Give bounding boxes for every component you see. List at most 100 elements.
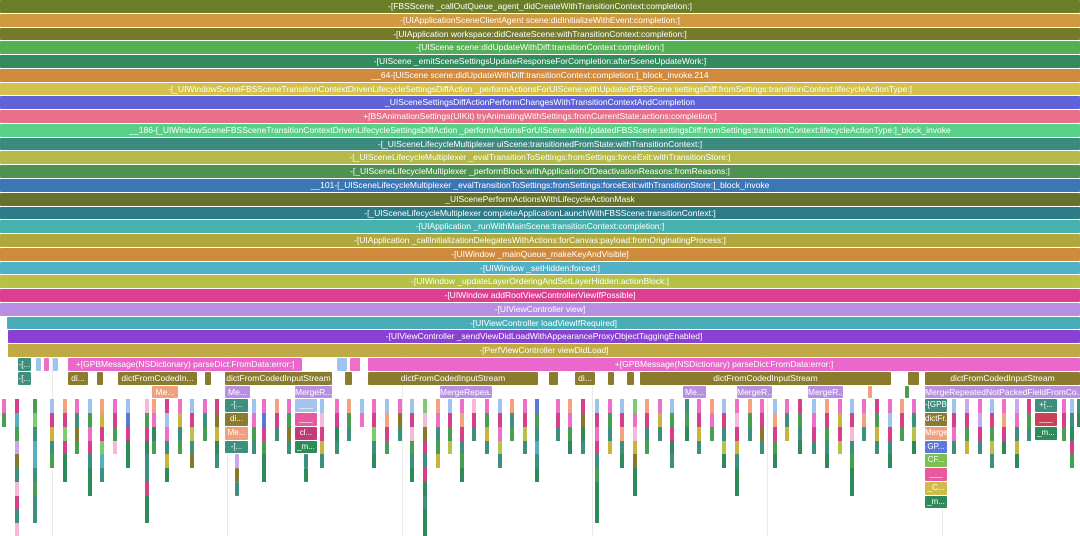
flame-frame[interactable]: ___ <box>1035 413 1057 426</box>
flame-frame[interactable] <box>234 468 239 482</box>
flame-frame[interactable] <box>670 399 674 469</box>
flame-frame[interactable] <box>304 454 308 469</box>
flame-frame[interactable] <box>685 399 689 441</box>
flame-frame[interactable] <box>152 399 156 455</box>
flame-frame[interactable]: cl... <box>295 426 317 440</box>
flame-frame[interactable] <box>472 399 476 441</box>
flame-frame[interactable] <box>234 481 239 496</box>
flame-frame[interactable] <box>423 399 427 536</box>
flame-frame[interactable] <box>1027 399 1031 441</box>
flame-frame[interactable] <box>595 399 599 524</box>
flame-frame[interactable]: -[... <box>225 399 248 413</box>
flame-frame[interactable]: ___ <box>925 468 947 481</box>
flame-frame[interactable] <box>735 399 739 496</box>
flame-frame[interactable] <box>113 399 117 455</box>
flame-frame[interactable] <box>658 399 662 441</box>
flame-frame[interactable] <box>722 399 726 469</box>
flame-frame[interactable]: -[UIApplication workspace:didCreateScene… <box>0 27 1080 41</box>
flame-frame[interactable] <box>568 399 572 455</box>
flame-frame[interactable] <box>203 399 207 441</box>
flame-frame[interactable]: -[PerfViewController viewDidLoad] <box>8 344 1080 358</box>
flame-frame[interactable] <box>320 399 324 469</box>
flame-frame[interactable] <box>75 399 79 455</box>
flame-frame[interactable]: -[FBSScene _callOutQueue_agent_didCreate… <box>0 0 1080 13</box>
flame-frame[interactable] <box>785 399 789 441</box>
flame-frame[interactable] <box>748 399 752 441</box>
flame-frame[interactable] <box>888 399 892 469</box>
flame-frame[interactable] <box>15 399 19 536</box>
flame-frame[interactable]: __64-[UIScene scene:didUpdateWithDiff:tr… <box>0 68 1080 82</box>
flame-frame[interactable] <box>372 399 376 469</box>
flame-frame[interactable]: ___ <box>295 399 317 413</box>
flame-frame[interactable]: -[UIScene scene:didUpdateWithDiff:transi… <box>0 41 1080 55</box>
flame-frame[interactable] <box>556 399 560 441</box>
flame-frame[interactable] <box>145 399 149 524</box>
flame-frame[interactable]: _m... <box>295 440 317 454</box>
flame-frame[interactable]: _UISceneSettingsDiffActionPerformChanges… <box>0 96 1080 110</box>
flame-frame[interactable] <box>697 399 701 455</box>
flame-frame[interactable] <box>825 399 829 469</box>
flame-frame[interactable]: CF... <box>925 454 947 468</box>
flame-frame[interactable]: dictFr... <box>925 413 947 426</box>
flame-frame[interactable] <box>978 399 982 455</box>
flame-frame[interactable]: _C... <box>925 481 947 495</box>
flame-frame[interactable] <box>633 399 637 496</box>
flame-frame[interactable]: -[UIApplication _runWithMainScene:transi… <box>0 220 1080 234</box>
flame-frame[interactable]: +[BSAnimationSettings(UIKit) tryAnimatin… <box>0 110 1080 123</box>
flame-frame[interactable]: -[_UIWindowSceneFBSSceneTransitionContex… <box>0 82 1080 96</box>
flame-frame[interactable] <box>710 399 714 441</box>
flame-frame[interactable] <box>1070 399 1074 469</box>
flame-frame[interactable] <box>1015 399 1019 469</box>
flame-frame[interactable] <box>275 399 279 441</box>
flame-frame[interactable]: -[_UISceneLifecycleMultiplexer completeA… <box>0 206 1080 220</box>
flame-frame[interactable] <box>360 399 364 427</box>
flame-frame[interactable] <box>234 454 239 469</box>
flame-frame[interactable] <box>262 399 266 482</box>
flame-frame[interactable]: -[UIViewController view] <box>0 302 1080 316</box>
flame-frame[interactable] <box>510 399 514 441</box>
flame-frame[interactable]: -[_UISceneLifecycleMultiplexer uiScene:t… <box>0 137 1080 151</box>
flame-frame[interactable] <box>460 399 464 482</box>
flame-frame[interactable]: +[... <box>1035 399 1057 413</box>
flame-frame[interactable]: MergeS... <box>925 426 947 440</box>
flame-frame[interactable] <box>50 399 54 469</box>
flame-frame[interactable]: -[GPBC... <box>925 399 947 413</box>
flame-frame[interactable] <box>304 468 308 482</box>
flame-frame[interactable] <box>398 399 402 441</box>
flame-frame[interactable] <box>581 399 585 455</box>
flame-frame[interactable] <box>448 399 452 455</box>
flame-frame[interactable]: -[UIApplicationSceneClientAgent scene:di… <box>0 13 1080 27</box>
flame-frame[interactable]: _m... <box>1035 426 1057 440</box>
flame-frame[interactable] <box>2 399 6 427</box>
flame-frame[interactable]: -[UIViewController loadViewIfRequired] <box>7 316 1080 330</box>
flame-frame[interactable] <box>990 399 994 469</box>
flame-frame[interactable] <box>33 399 37 524</box>
flame-frame[interactable]: -[UIWindow _updateLayerOrderingAndSetLay… <box>0 275 1080 289</box>
flame-frame[interactable] <box>912 399 916 455</box>
flame-frame[interactable] <box>608 399 612 455</box>
flame-frame[interactable]: -[UIViewController _sendViewDidLoadWithA… <box>8 330 1080 344</box>
flame-frame[interactable] <box>965 399 969 455</box>
flame-frame[interactable] <box>410 399 414 482</box>
flame-frame[interactable] <box>1062 399 1066 441</box>
flame-frame[interactable] <box>838 399 842 455</box>
flame-frame[interactable]: GP... <box>925 440 947 454</box>
flame-frame[interactable]: di... <box>225 413 248 426</box>
flame-frame[interactable] <box>100 399 104 482</box>
flame-frame[interactable] <box>862 399 866 441</box>
flame-frame[interactable] <box>335 399 339 455</box>
flame-frame[interactable] <box>952 399 956 455</box>
flame-frame[interactable]: -[UIApplication _callInitializationDeleg… <box>0 234 1080 247</box>
flame-frame[interactable]: -[UIWindow _setHidden:forced:] <box>0 261 1080 275</box>
flame-frame[interactable]: ___ <box>295 413 317 426</box>
flame-frame[interactable] <box>178 399 182 455</box>
flame-frame[interactable]: Me... <box>225 426 248 440</box>
flame-frame[interactable] <box>63 399 67 482</box>
flame-frame[interactable] <box>535 399 539 482</box>
flame-frame[interactable] <box>165 399 169 482</box>
flame-frame[interactable]: -[UIScene _emitSceneSettingsUpdateRespon… <box>0 55 1080 68</box>
flame-frame[interactable] <box>798 399 802 455</box>
flame-frame[interactable] <box>523 399 527 455</box>
flame-frame[interactable]: __101-[_UISceneLifecycleMultiplexer _eva… <box>0 179 1080 192</box>
flame-frame[interactable]: __186-[_UIWindowSceneFBSSceneTransitionC… <box>0 123 1080 137</box>
